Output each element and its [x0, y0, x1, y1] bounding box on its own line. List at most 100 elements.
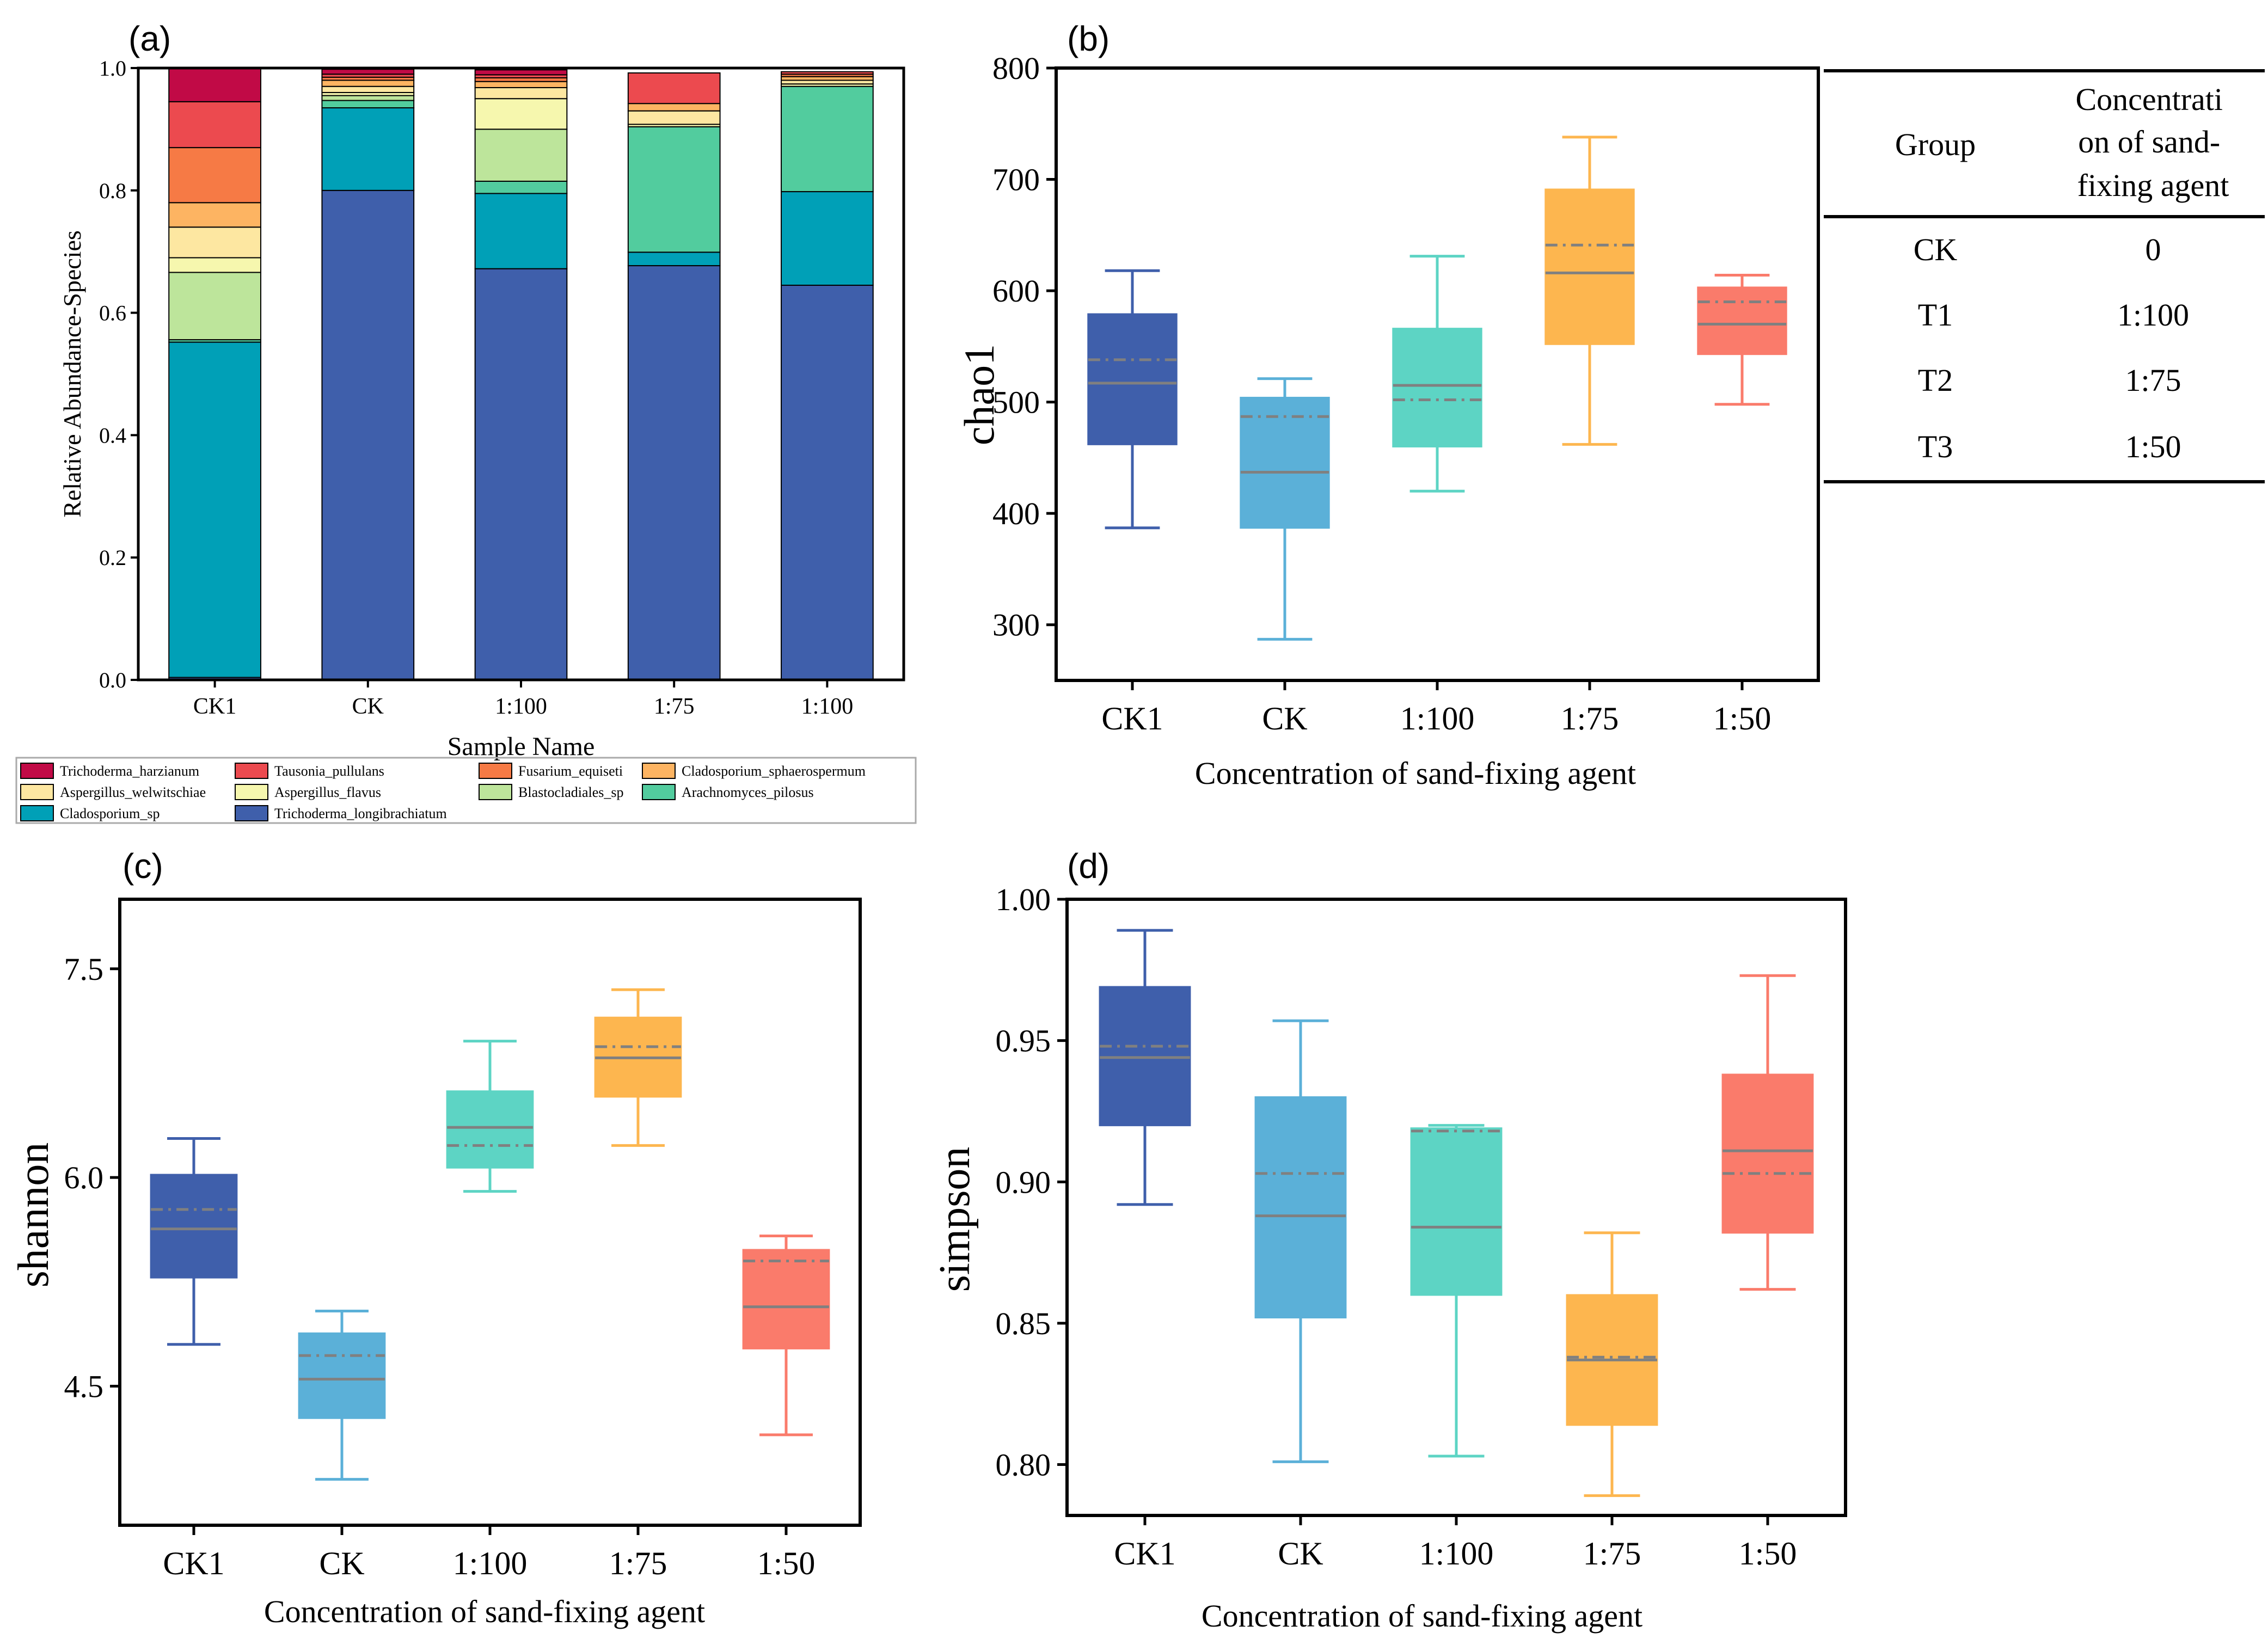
- bar-segment-tausonia-pullulans-0: [168, 101, 261, 149]
- table-row-ck-value: 0: [2146, 232, 2161, 267]
- bar-segment-blastocladiales-sp-2: [474, 128, 568, 182]
- box-1-50-4: [1721, 1073, 1814, 1234]
- bar-segment-cladosporium-sp-3: [627, 251, 721, 267]
- bar-segment-aspergillus-flavus-2: [474, 98, 568, 130]
- box-ck-1: [1240, 396, 1330, 529]
- legend-label: Trichoderma_harzianum: [60, 763, 199, 779]
- legend-label: Trichoderma_longibrachiatum: [274, 806, 447, 821]
- box-ck-1: [298, 1332, 386, 1419]
- legend-swatch-fusarium-equiseti: [479, 763, 512, 779]
- bar-segment-aspergillus-flavus-0: [168, 257, 261, 273]
- x-tick-label: CK: [1278, 1536, 1323, 1572]
- panel-d-plot: 0.80 0.85 0.90 0.95 1.00 CK1 CK 1:100 1:75 1:50: [996, 882, 1847, 1572]
- box-1-50-4: [742, 1249, 830, 1349]
- bar-segment-blastocladiales-sp-0: [168, 272, 261, 341]
- legend-swatch-trichoderma-harzianum: [20, 763, 54, 779]
- y-tick-label: 0.8: [99, 179, 126, 203]
- panel-c-plot: 4.5 6.0 7.5 CK1 CK 1:100 1:75 1:50: [64, 898, 862, 1581]
- x-tick-label: 1:50: [1713, 701, 1772, 736]
- table-row-t3-group: T3: [1918, 429, 1953, 464]
- bar-segment-cladosporium-sphaerospermum-0: [168, 202, 261, 228]
- bar-segment-aspergillus-welwitschiae-4: [781, 79, 874, 85]
- legend-swatch-aspergillus-welwitschiae: [20, 784, 54, 800]
- y-tick-label: 0.2: [99, 545, 126, 570]
- bar-segment-trichoderma-longibrachiatum-4: [781, 285, 874, 680]
- box-ck-1: [1254, 1096, 1347, 1319]
- table-row-t1-group: T1: [1918, 297, 1953, 333]
- x-tick-label: 1:100: [495, 694, 547, 719]
- y-tick-label: 0.90: [996, 1164, 1051, 1200]
- y-tick-label: 300: [992, 607, 1040, 643]
- x-tick-label: 1:50: [757, 1545, 816, 1581]
- panel-b-y-axis-label: chao1: [955, 344, 1003, 445]
- legend-swatch-trichoderma-longibrachiatum: [235, 805, 268, 821]
- x-tick-label: 1:75: [654, 694, 695, 719]
- table-header-line-2: on of sand-: [2078, 124, 2220, 159]
- panel-a-y-ticks: 0.0 0.2 0.4 0.6 0.8 1.0: [99, 56, 138, 692]
- legend-swatch-cladosporium-sphaerospermum: [642, 763, 676, 779]
- bar-segment-cladosporium-sphaerospermum-3: [627, 103, 721, 112]
- bar-segment-cladosporium-sp-0: [168, 341, 261, 678]
- bar-segment-trichoderma-longibrachiatum-1: [321, 189, 415, 680]
- box-1-100-2: [446, 1090, 534, 1169]
- y-tick-label: 0.6: [99, 301, 126, 326]
- box-1-100-2: [1410, 1127, 1503, 1296]
- table-header-group: Group: [1895, 127, 1976, 162]
- bar-segment-trichoderma-harzianum-1: [321, 69, 415, 75]
- y-tick-label: 700: [992, 162, 1040, 198]
- bar-segment-tausonia-pullulans-4: [781, 71, 874, 75]
- x-tick-label: CK: [1262, 701, 1307, 736]
- panel-a-legend: Trichoderma_harzianum Tausonia_pullulans F…: [15, 757, 917, 824]
- y-tick-label: 0.85: [996, 1306, 1051, 1341]
- panel-c-y-axis-label: shannon: [10, 1143, 58, 1288]
- bar-segment-trichoderma-longibrachiatum-3: [627, 265, 721, 680]
- y-tick-label: 0.0: [99, 668, 126, 692]
- y-tick-label: 4.5: [64, 1368, 104, 1404]
- table-row-t2-value: 1:75: [2125, 363, 2181, 398]
- legend-label: Arachnomyces_pilosus: [682, 784, 814, 800]
- bar-segment-trichoderma-harzianum-2: [474, 69, 568, 76]
- bar-segment-tausonia-pullulans-3: [627, 72, 721, 105]
- bar-segment-cladosporium-sp-4: [781, 191, 874, 286]
- bar-segment-trichoderma-longibrachiatum-2: [474, 268, 568, 680]
- bar-segment-aspergillus-welwitschiae-3: [627, 110, 721, 125]
- x-tick-label: 1:75: [1583, 1536, 1641, 1572]
- x-tick-label: CK: [319, 1545, 364, 1581]
- y-tick-label: 7.5: [64, 952, 104, 987]
- panel-c-x-axis-label: Concentration of sand-fixing agent: [264, 1594, 705, 1629]
- table-header-line-3: fixing agent: [2077, 168, 2229, 203]
- panel-a-letter: (a): [128, 19, 171, 58]
- legend-swatch-arachnomyces-pilosus: [642, 784, 676, 800]
- y-tick-label: 500: [992, 385, 1040, 420]
- bar-segment-cladosporium-sphaerospermum-1: [321, 79, 415, 87]
- panel-d-simpson: (d) 0.80 0.85 0.90 0.95 1.00 CK1 CK 1:100 1:75 1:…: [931, 846, 1847, 1634]
- x-tick-label: 1:100: [801, 694, 854, 719]
- panel-b-plot: 300 400 500 600 700 800 CK1 CK 1:100 1:75 1:50: [992, 51, 1820, 736]
- legend-label: Tausonia_pullulans: [274, 763, 384, 779]
- bar-segment-cladosporium-sp-2: [474, 193, 568, 269]
- y-tick-label: 0.95: [996, 1023, 1051, 1059]
- x-tick-label: CK: [352, 694, 384, 719]
- table-row-t1-value: 1:100: [2117, 297, 2189, 333]
- legend-frame: [15, 757, 917, 824]
- x-tick-label: 1:75: [609, 1545, 667, 1581]
- panel-a-y-axis-label: Relative Abundance-Species: [58, 230, 86, 518]
- panel-d-x-axis-label: Concentration of sand-fixing agent: [1202, 1598, 1642, 1634]
- panel-c-letter: (c): [122, 846, 163, 886]
- panel-b-x-axis-label: Concentration of sand-fixing agent: [1195, 756, 1636, 791]
- bar-segment-aspergillus-welwitschiae-1: [321, 85, 415, 93]
- legend-label: Aspergillus_welwitschiae: [60, 784, 206, 800]
- x-tick-label: CK1: [193, 694, 236, 719]
- box-1-75-3: [1544, 188, 1635, 345]
- bar-segment-aspergillus-welwitschiae-2: [474, 87, 568, 100]
- bar-segment-cladosporium-sphaerospermum-4: [781, 76, 874, 81]
- panel-a-x-axis-label: Sample Name: [448, 732, 595, 761]
- panel-a-stacked-bar: (a) 0.0 0.2 0.4 0.6 0.8 1.0 CK1 CK 1:100 1:75 1:1…: [15, 19, 917, 824]
- legend-label: Blastocladiales_sp: [518, 784, 624, 800]
- y-tick-label: 800: [992, 51, 1040, 86]
- panel-b-chao1: (b) 300 400 500 600 700 800 CK1 CK 1:100 1:75 1:50…: [955, 19, 2265, 791]
- x-tick-label: CK1: [1101, 701, 1163, 736]
- box-1-100-2: [1392, 328, 1482, 447]
